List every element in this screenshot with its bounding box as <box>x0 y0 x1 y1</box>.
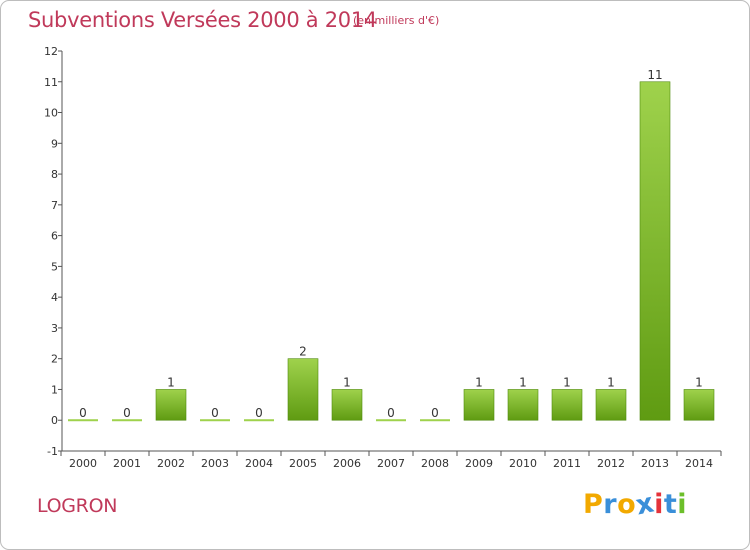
x-tick-label: 2008 <box>421 457 449 470</box>
data-label: 11 <box>647 68 662 82</box>
bar <box>507 389 539 421</box>
commune-name: LOGRON <box>37 495 118 517</box>
y-tick-label: 11 <box>44 76 58 89</box>
data-label: 1 <box>343 375 351 389</box>
logo-letter: i <box>654 489 664 520</box>
chart-title: Subventions Versées 2000 à 2014 <box>28 8 377 32</box>
x-tick-label: 2011 <box>553 457 581 470</box>
x-tick-label: 2002 <box>157 457 185 470</box>
bar <box>244 419 274 422</box>
x-tick-label: 2004 <box>245 457 273 470</box>
x-tick-label: 2014 <box>685 457 713 470</box>
y-tick-label: 8 <box>51 168 58 181</box>
logo-letter: r <box>603 489 618 520</box>
x-tick-label: 2013 <box>641 457 669 470</box>
logo-letter: i <box>677 489 688 520</box>
y-tick-label: 3 <box>51 322 58 335</box>
bar <box>331 389 363 421</box>
chart-subtitle: (en milliers d'€) <box>353 14 440 27</box>
data-label: 0 <box>123 406 131 420</box>
bar <box>551 389 583 421</box>
y-tick-label: 2 <box>51 353 58 366</box>
data-label: 0 <box>211 406 219 420</box>
bar <box>155 389 187 421</box>
data-label: 1 <box>563 375 571 389</box>
x-tick-label: 2003 <box>201 457 229 470</box>
bar <box>595 389 627 421</box>
x-tick-label: 2000 <box>69 457 97 470</box>
bar <box>200 419 230 422</box>
data-label: 1 <box>475 375 483 389</box>
y-tick-label: 4 <box>51 291 58 304</box>
logo-letter: P <box>583 489 604 520</box>
y-tick-label: 12 <box>44 45 58 58</box>
y-tick-label: 10 <box>44 107 58 120</box>
data-label: 2 <box>299 345 307 359</box>
x-tick-label: 2012 <box>597 457 625 470</box>
bar <box>420 419 450 422</box>
logo-letter: t <box>663 489 678 520</box>
data-label: 1 <box>519 375 527 389</box>
proxiti-logo[interactable]: Proxiti <box>583 487 688 521</box>
y-tick-label: 5 <box>51 260 58 273</box>
y-tick-label: 9 <box>51 137 58 150</box>
bar <box>639 81 671 421</box>
bar <box>463 389 495 421</box>
y-tick-label: -1 <box>47 445 58 458</box>
x-tick-label: 2010 <box>509 457 537 470</box>
logo-letter: o <box>617 489 637 520</box>
x-tick-label: 2001 <box>113 457 141 470</box>
bar <box>287 358 319 421</box>
y-tick-label: 1 <box>51 383 58 396</box>
bar <box>68 419 98 422</box>
data-label: 1 <box>167 375 175 389</box>
data-label: 0 <box>79 406 87 420</box>
data-label: 0 <box>431 406 439 420</box>
bar <box>683 389 715 421</box>
bar <box>376 419 406 422</box>
y-tick-label: 0 <box>51 414 58 427</box>
y-tick-label: 7 <box>51 199 58 212</box>
y-tick-label: 6 <box>51 230 58 243</box>
data-label: 0 <box>255 406 263 420</box>
x-tick-label: 2007 <box>377 457 405 470</box>
data-label: 1 <box>607 375 615 389</box>
x-tick-label: 2005 <box>289 457 317 470</box>
data-label: 0 <box>387 406 395 420</box>
x-tick-label: 2006 <box>333 457 361 470</box>
x-tick-label: 2009 <box>465 457 493 470</box>
data-label: 1 <box>695 375 703 389</box>
bar <box>112 419 142 422</box>
